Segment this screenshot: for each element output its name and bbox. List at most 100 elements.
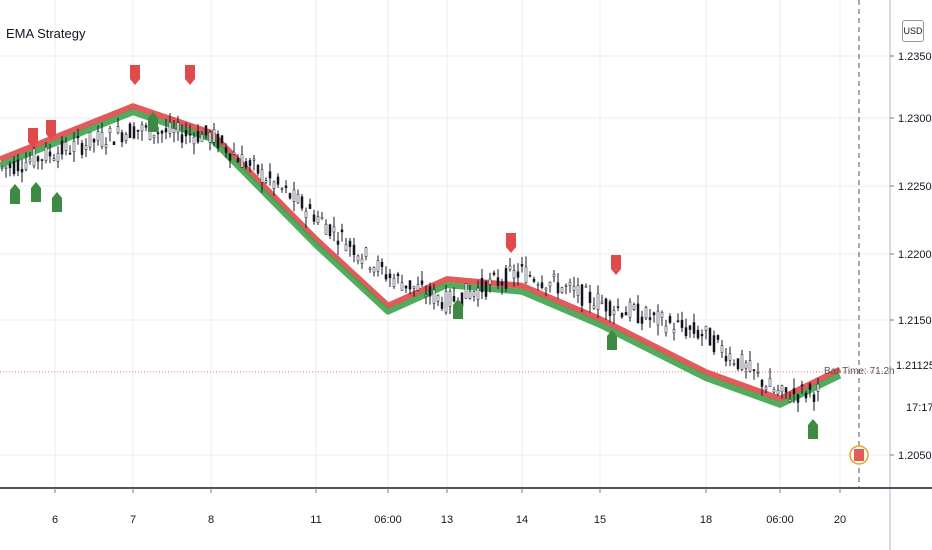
candle-body	[304, 210, 308, 218]
candle-body	[772, 389, 776, 393]
candle-body	[232, 151, 236, 155]
candle-body	[236, 158, 240, 163]
candle-body	[184, 130, 188, 137]
candle-body	[500, 281, 504, 286]
price-tick-label: 1.22000	[898, 249, 932, 261]
buy-signal-marker	[148, 112, 158, 132]
candle-body	[180, 134, 184, 143]
candle-body	[20, 169, 24, 173]
candle-body	[596, 293, 600, 310]
candle-body	[716, 335, 720, 340]
candle-body	[72, 140, 76, 152]
candle-body	[628, 301, 632, 318]
time-tick-label: 15	[594, 514, 606, 526]
candle-body	[160, 130, 164, 134]
candle-body	[588, 291, 592, 304]
candle-body	[260, 169, 264, 183]
candle-body	[224, 147, 228, 153]
candle-body	[616, 306, 620, 308]
candle-body	[264, 180, 268, 183]
candle-body	[532, 278, 536, 282]
candle-body	[556, 282, 560, 294]
candle-body	[652, 312, 656, 316]
candle-body	[40, 159, 44, 161]
candle-body	[208, 132, 212, 143]
candle-body	[792, 388, 796, 395]
buy-signal-marker	[10, 184, 20, 204]
candle-body	[724, 355, 728, 362]
candle-body	[648, 317, 652, 320]
candle-body	[80, 143, 84, 155]
candle-body	[344, 244, 348, 252]
candle-body	[284, 185, 288, 188]
candle-body	[360, 258, 364, 264]
candle-body	[680, 319, 684, 328]
time-tick-label: 7	[130, 514, 136, 526]
sell-signal-marker	[611, 255, 621, 275]
time-tick-label: 6	[52, 514, 58, 526]
candle-body	[692, 322, 696, 334]
candle-body	[776, 389, 780, 395]
candle-body	[116, 126, 120, 134]
buy-signal-marker	[52, 192, 62, 212]
currency-button[interactable]: USD	[902, 20, 924, 42]
price-tick-label: 1.22500	[898, 181, 932, 193]
buy-signal-marker	[607, 330, 617, 350]
candle-body	[688, 325, 692, 330]
candle-body	[388, 273, 392, 279]
candle-body	[124, 134, 128, 141]
candle-body	[280, 188, 284, 190]
candle-body	[132, 126, 136, 139]
candle-body	[624, 312, 628, 316]
time-tick-label: 06:00	[766, 514, 794, 526]
time-tick-label: 13	[441, 514, 453, 526]
candle-body	[84, 145, 88, 150]
time-tick-label: 8	[208, 514, 214, 526]
candle-body	[536, 284, 540, 287]
candle-body	[488, 278, 492, 285]
candle-body	[788, 398, 792, 403]
candle-body	[808, 383, 812, 390]
candle-body	[720, 345, 724, 353]
buy-signal-marker	[31, 182, 41, 202]
candle-body	[812, 394, 816, 402]
candle-body	[8, 163, 12, 169]
candle-body	[172, 128, 176, 133]
candle-body	[144, 125, 148, 128]
candle-body	[524, 266, 528, 283]
candle-body	[604, 298, 608, 312]
candle-body	[48, 151, 52, 157]
candle-body	[56, 153, 60, 162]
candle-body	[432, 289, 436, 304]
candle-body	[472, 291, 476, 297]
candle-body	[740, 354, 744, 370]
candle-body	[504, 268, 508, 289]
candle-body	[708, 328, 712, 346]
candle-body	[452, 296, 456, 302]
candle-body	[140, 124, 144, 132]
candle-body	[252, 158, 256, 161]
candle-body	[636, 303, 640, 324]
candle-body	[364, 247, 368, 257]
candle-body	[656, 310, 660, 326]
last-price-label: 1.21125	[896, 360, 932, 372]
candle-body	[436, 294, 440, 302]
candle-body	[540, 282, 544, 288]
candle-body	[192, 136, 196, 145]
candle-body	[68, 152, 72, 155]
candle-body	[276, 176, 280, 185]
candle-body	[204, 125, 208, 136]
sell-signal-marker	[185, 65, 195, 85]
candle-body	[340, 229, 344, 233]
candle-body	[484, 281, 488, 297]
candle-body	[348, 240, 352, 247]
candle-body	[440, 302, 444, 309]
price-tick-label: 1.23000	[898, 113, 932, 125]
candle-body	[600, 301, 604, 304]
candle-body	[784, 387, 788, 393]
indicator-title: EMA Strategy	[6, 26, 86, 41]
candle-body	[712, 335, 716, 353]
candle-body	[660, 312, 664, 318]
candle-body	[780, 385, 784, 393]
